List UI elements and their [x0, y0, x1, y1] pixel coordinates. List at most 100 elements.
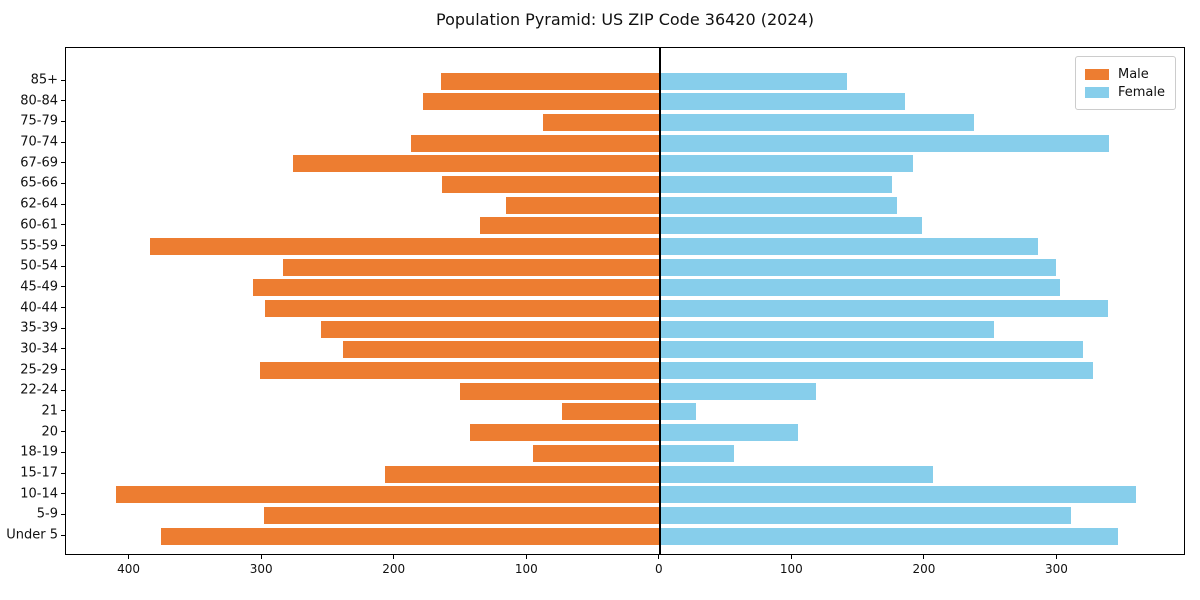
x-tick-label-200: 200	[382, 562, 406, 576]
bar-female-75-79	[659, 113, 974, 131]
x-tick-label-100: 100	[779, 562, 803, 576]
bar-male-67-69	[292, 155, 660, 173]
bar-male-75-79	[543, 113, 660, 131]
bar-male-22-24	[459, 382, 660, 400]
y-tick-mark	[61, 493, 65, 495]
x-tick-mark	[658, 555, 660, 559]
bar-male-21	[561, 403, 660, 421]
bar-female-65-66	[659, 175, 892, 193]
x-tick-label-0: 0	[654, 562, 663, 576]
y-tick-mark	[61, 245, 65, 246]
y-tick-label-65-66: 65-66	[20, 175, 58, 191]
y-tick-mark	[61, 286, 65, 288]
bar-male-18-19	[532, 444, 660, 462]
bar-female-5-9	[659, 506, 1071, 524]
male-color-swatch	[1084, 68, 1109, 80]
bar-female-21	[659, 403, 696, 421]
bar-male-70-74	[410, 134, 660, 152]
female-color-swatch	[1084, 86, 1109, 98]
y-tick-mark	[61, 203, 65, 205]
bar-male-65-66	[442, 175, 660, 193]
y-tick-label-40-44: 40-44	[20, 300, 58, 315]
y-tick-mark	[61, 141, 65, 143]
y-tick-label-21: 21	[41, 403, 58, 419]
bar-male-60-61	[479, 217, 660, 235]
bar-female-67-69	[659, 155, 913, 173]
legend-item-female: Female	[1084, 84, 1165, 100]
legend-label-male: Male	[1117, 66, 1149, 82]
y-tick-label-35-39: 35-39	[20, 320, 58, 336]
y-tick-label-85+: 85+	[30, 72, 58, 88]
x-tick-label-300: 300	[249, 562, 273, 576]
zero-axis-line	[658, 48, 661, 554]
bar-male-85+	[441, 72, 660, 90]
y-tick-label-50-54: 50-54	[20, 258, 58, 274]
bar-male-80-84	[422, 93, 660, 111]
y-tick-mark	[61, 369, 65, 370]
bar-female-55-59	[659, 238, 1038, 255]
bar-male-35-39	[320, 320, 660, 338]
y-tick-label-25-29: 25-29	[20, 362, 58, 377]
bar-female-60-61	[659, 217, 923, 235]
y-tick-mark	[61, 534, 65, 536]
y-tick-label-5-9: 5-9	[36, 506, 58, 522]
bar-male-40-44	[264, 300, 660, 317]
y-tick-label-62-64: 62-64	[20, 196, 58, 212]
x-tick-mark	[393, 555, 395, 559]
bar-female-30-34	[659, 341, 1083, 359]
x-tick-label-400: 400	[117, 562, 141, 576]
bar-female-85+	[659, 72, 847, 90]
bar-male-30-34	[343, 341, 660, 359]
legend-item-male: Male	[1084, 66, 1165, 82]
bar-male-55-59	[149, 238, 660, 255]
y-tick-label-60-61: 60-61	[20, 217, 58, 233]
bar-female-45-49	[659, 279, 1061, 297]
bar-male-45-49	[252, 279, 660, 297]
bar-female-22-24	[659, 382, 817, 400]
legend: Male Female	[1074, 56, 1176, 110]
x-tick-mark	[128, 555, 130, 559]
bar-female-40-44	[659, 300, 1108, 317]
y-tick-label-15-17: 15-17	[20, 465, 58, 481]
y-tick-mark	[61, 389, 65, 391]
bar-female-20	[659, 424, 798, 442]
y-tick-mark	[61, 472, 65, 474]
x-tick-mark	[525, 555, 527, 559]
bar-male-62-64	[506, 196, 660, 214]
legend-label-female: Female	[1117, 84, 1165, 100]
bar-male-15-17	[385, 465, 660, 483]
y-tick-label-18-19: 18-19	[20, 444, 58, 460]
y-tick-mark	[61, 79, 65, 81]
bar-male-50-54	[283, 258, 660, 276]
x-tick-label-300: 300	[1044, 562, 1068, 576]
x-tick-mark	[790, 555, 792, 559]
y-tick-mark	[61, 162, 65, 164]
y-tick-mark	[61, 431, 65, 433]
bar-female-15-17	[659, 465, 933, 483]
bar-female-18-19	[659, 444, 734, 462]
bar-male-20	[470, 424, 660, 442]
bar-male-25-29	[259, 362, 660, 379]
y-tick-mark	[61, 327, 65, 329]
x-tick-label-200: 200	[912, 562, 936, 576]
bar-female-50-54	[659, 258, 1057, 276]
chart-title: Population Pyramid: US ZIP Code 36420 (2…	[436, 10, 814, 29]
bar-male-10-14	[116, 486, 660, 504]
y-tick-mark	[61, 224, 65, 226]
y-tick-mark	[61, 265, 65, 267]
y-tick-label-55-59: 55-59	[20, 238, 58, 253]
y-tick-mark	[61, 100, 65, 102]
y-tick-mark	[61, 307, 65, 308]
bar-female-70-74	[659, 134, 1110, 152]
y-tick-label-Under 5: Under 5	[6, 527, 58, 543]
bar-female-35-39	[659, 320, 994, 338]
y-tick-mark	[61, 451, 65, 453]
x-tick-mark	[260, 555, 262, 559]
bar-female-25-29	[659, 362, 1094, 379]
y-tick-mark	[61, 120, 65, 122]
bar-female-80-84	[659, 93, 905, 111]
plot-area: Male Female	[65, 47, 1185, 555]
y-tick-mark	[61, 348, 65, 350]
x-tick-label-100: 100	[514, 562, 538, 576]
